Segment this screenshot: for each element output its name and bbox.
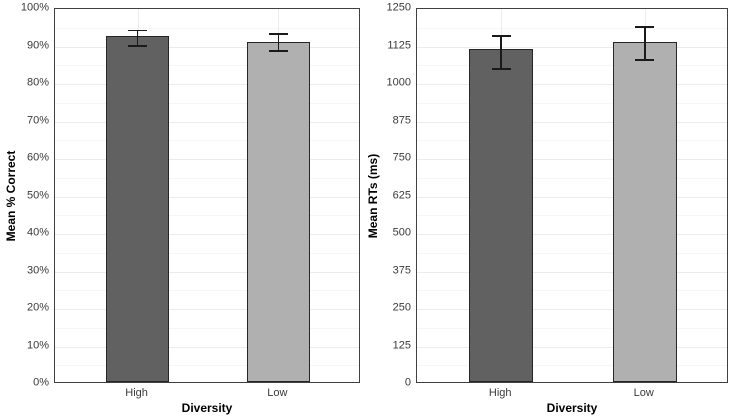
bar-low [247,41,310,382]
error-bar-cap [635,26,655,28]
major-gridline [417,234,727,235]
minor-gridline [55,177,359,179]
minor-gridline [55,65,359,67]
error-bar-cap [128,45,148,47]
error-bar [277,34,280,51]
y-tick-label: 80% [26,76,49,89]
major-gridline [55,196,359,198]
minor-gridline [417,65,727,67]
major-gridline [55,121,359,123]
bar-high [106,36,169,382]
panel-reaction-times: Mean RTs (ms) Diversity 0 125 250 375 500 625… [366,0,733,417]
minor-gridline [55,140,359,142]
major-gridline [55,234,359,235]
minor-gridline [417,140,727,142]
minor-gridline [417,215,727,217]
y-tick-label: 1250 [386,1,411,14]
y-tick-label: 50% [26,189,49,201]
minor-gridline [417,252,727,254]
minor-gridline [55,290,359,292]
panel-accuracy: Mean % Correct Diversity 0% 10% 20% 30% 40% 5… [0,0,366,417]
error-bar-cap [128,29,148,32]
major-gridline [55,271,359,273]
y-tick-label: 375 [392,264,411,276]
y-tick-label: 90% [26,39,49,51]
minor-gridline [55,327,359,329]
error-bar-cap [268,50,288,52]
y-tick-label: 500 [392,226,411,239]
x-tick-label: Low [633,387,654,399]
y-tick-label: 1125 [387,39,411,51]
major-gridline [417,309,727,310]
minor-gridline [417,102,727,104]
y-tick-label: 875 [392,114,411,126]
major-gridline [417,159,727,160]
y-tick-label: 0 [404,376,411,389]
error-bar-cap [491,35,511,37]
error-bar [644,27,646,60]
major-gridline [55,346,359,348]
plot-area [416,8,728,383]
major-gridline [55,309,359,310]
major-gridline [55,84,359,85]
y-tick-label: 1000 [386,76,411,89]
y-tick-label: 100% [20,1,49,14]
y-tick-label: 750 [392,151,411,164]
minor-gridline [417,365,727,367]
minor-gridline [55,27,359,29]
y-tick-label: 30% [26,264,49,276]
y-tick-label: 625 [392,189,411,201]
bar-low [613,41,677,382]
x-tick-label: High [488,387,512,399]
major-gridline [417,196,727,198]
minor-gridline [417,27,727,29]
major-gridline [55,46,359,48]
x-tick-label: Low [267,387,288,399]
y-tick-label: 20% [26,301,49,314]
y-tick-label: 250 [392,301,411,314]
y-tick-label: 125 [392,339,411,351]
error-bar-cap [635,59,655,61]
minor-gridline [55,365,359,367]
error-bar-cap [491,68,511,70]
y-tick-label: 60% [26,151,49,164]
error-bar [136,30,139,47]
minor-gridline [417,290,727,292]
major-gridline [417,346,727,348]
error-bar-cap [268,33,288,35]
x-axis-label: Diversity [546,401,598,415]
minor-gridline [55,215,359,217]
minor-gridline [417,327,727,329]
minor-gridline [55,102,359,104]
major-gridline [417,121,727,123]
error-bar [500,36,502,69]
y-tick-label: 0% [33,376,49,389]
x-axis-label: Diversity [181,401,233,415]
plot-area [54,8,360,383]
major-gridline [55,159,359,160]
bar-high [469,49,533,382]
minor-gridline [417,177,727,179]
major-gridline [417,271,727,273]
major-gridline [417,84,727,85]
x-tick-label: High [125,387,148,399]
y-tick-label: 10% [26,339,49,351]
y-tick-label: 40% [26,226,49,239]
y-tick-label: 70% [26,114,49,126]
minor-gridline [55,252,359,254]
major-gridline [417,46,727,48]
